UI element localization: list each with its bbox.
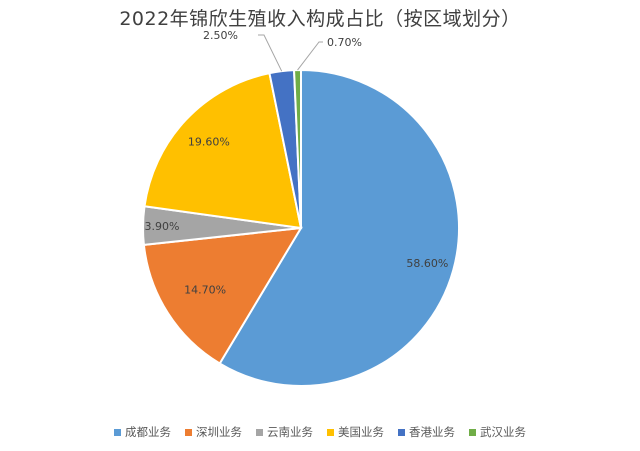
- pie-slice-0: [218, 68, 460, 387]
- legend-label-3: 美国业务: [338, 425, 384, 439]
- legend-item-3: 美国业务: [327, 424, 384, 440]
- data-label-2: 3.90%: [145, 220, 180, 233]
- legend-swatch-5: [469, 428, 476, 436]
- legend-label-1: 深圳业务: [196, 425, 242, 439]
- legend-item-1: 深圳业务: [185, 424, 242, 440]
- legend-label-2: 云南业务: [267, 425, 313, 439]
- data-label-5: 0.70%: [327, 36, 362, 49]
- legend-swatch-1: [185, 428, 192, 436]
- pie-slice-3: [143, 72, 303, 230]
- legend-item-4: 香港业务: [398, 424, 455, 440]
- chart-title: 2022年锦欣生殖收入构成占比（按区域划分）: [119, 8, 521, 30]
- legend-item-2: 云南业务: [256, 424, 313, 440]
- leader-line-5: [297, 41, 323, 71]
- data-label-3: 19.60%: [188, 135, 230, 148]
- data-label-4: 2.50%: [203, 29, 238, 42]
- chart-legend: 成都业务 深圳业务 云南业务 美国业务 香港业务 武汉业务: [0, 424, 640, 440]
- legend-item-0: 成都业务: [114, 424, 171, 440]
- pie-slice-1: [142, 226, 303, 365]
- legend-swatch-2: [256, 428, 263, 436]
- legend-label-4: 香港业务: [409, 425, 455, 439]
- legend-label-0: 成都业务: [125, 425, 171, 439]
- legend-label-5: 武汉业务: [480, 425, 526, 439]
- legend-swatch-3: [327, 428, 334, 436]
- legend-item-5: 武汉业务: [469, 424, 526, 440]
- leader-line-4: [258, 34, 283, 72]
- legend-swatch-4: [398, 428, 405, 436]
- data-label-0: 58.60%: [406, 257, 448, 270]
- pie-slice-5: [293, 68, 302, 229]
- data-label-1: 14.70%: [184, 283, 226, 296]
- legend-swatch-0: [114, 428, 121, 436]
